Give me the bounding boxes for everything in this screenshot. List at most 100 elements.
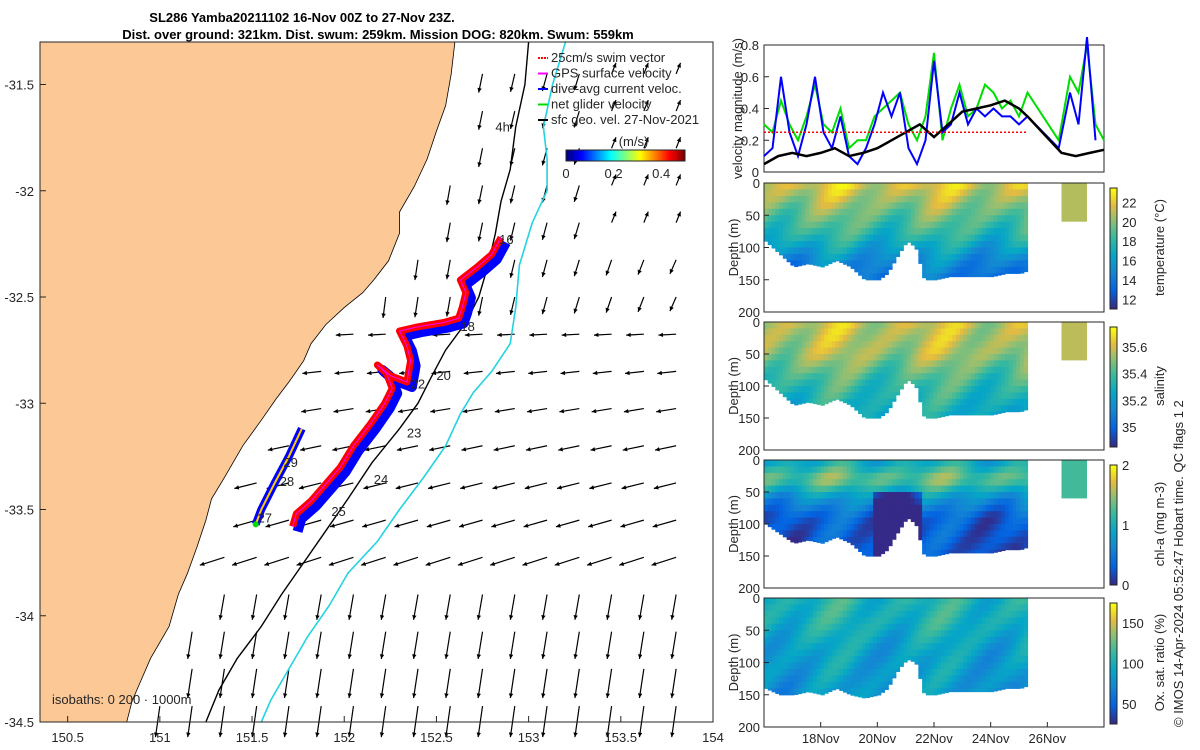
section-cell: [986, 386, 991, 393]
section-cell: [794, 360, 799, 368]
section-cell: [790, 241, 795, 249]
section-cell: [858, 247, 863, 255]
section-cell: [895, 610, 901, 618]
section-cell: [955, 347, 961, 355]
section-cell: [899, 360, 904, 368]
section-cell: [809, 604, 814, 612]
geo-arrow-head: [477, 310, 482, 316]
section-cell: [940, 347, 946, 355]
section-cell: [861, 623, 867, 631]
section-cell: [937, 328, 942, 336]
colorbar-cell: [637, 150, 640, 161]
section-cell: [940, 460, 946, 467]
section-cell: [805, 472, 810, 480]
section-cell: [812, 649, 818, 657]
section-cell: [786, 366, 791, 374]
section-cell: [937, 273, 942, 280]
section-cell: [827, 202, 833, 210]
section-cell: [910, 379, 916, 385]
section-cell: [937, 266, 942, 274]
section-cell: [820, 675, 825, 683]
section-cell: [925, 498, 931, 506]
section-cell: [1008, 662, 1014, 670]
section-cell: [767, 183, 773, 191]
section-cell: [937, 347, 942, 355]
section-cell: [967, 183, 972, 191]
section-cell: [812, 379, 818, 387]
section-cell: [805, 379, 810, 387]
section-cell: [850, 347, 855, 355]
section-colorbar-cell: [1110, 657, 1117, 661]
section-cell: [1016, 405, 1021, 413]
section-cell: [933, 688, 938, 696]
section-cell: [918, 202, 923, 210]
section-colorbar-cell: [1110, 573, 1117, 577]
section-cell: [963, 386, 968, 393]
section-cell: [989, 234, 995, 242]
section-cell: [937, 398, 942, 406]
section-cell: [940, 354, 946, 361]
section-cell: [918, 649, 923, 657]
section-cell: [1001, 266, 1006, 274]
section-cell: [944, 195, 950, 203]
section-cell: [899, 636, 904, 644]
section-cell: [1001, 347, 1006, 355]
section-cell: [816, 511, 822, 519]
section-xtick-label: 18Nov: [802, 731, 840, 746]
map-lat-tick-label: -33: [15, 396, 34, 411]
section-colorbar-cell: [1110, 402, 1117, 406]
section-cell: [873, 260, 878, 268]
section-cell: [869, 405, 874, 413]
section-cell: [790, 341, 795, 349]
section-cell: [1004, 643, 1010, 651]
section-cell: [812, 392, 818, 400]
section-cell: [1008, 543, 1014, 551]
section-xtick-label: 24Nov: [972, 731, 1010, 746]
section-cell: [971, 241, 976, 249]
section-cell: [767, 241, 773, 246]
section-cell: [959, 260, 965, 268]
section-cell: [978, 392, 983, 400]
geo-arrow-head: [153, 732, 159, 738]
section-cell: [925, 543, 931, 551]
section-cell: [850, 183, 855, 191]
section-cell: [955, 334, 961, 342]
section-cell: [809, 681, 814, 689]
section-cell: [978, 354, 983, 361]
section-cell: [1004, 392, 1010, 400]
section-cell: [873, 511, 878, 519]
section-cell: [907, 498, 912, 506]
colorbar-cell: [595, 150, 599, 161]
section-cell: [782, 466, 788, 474]
section-cell: [786, 202, 791, 210]
section-cell: [854, 241, 859, 249]
section-cell: [895, 511, 901, 519]
section-cell: [782, 662, 788, 670]
section-cell: [952, 373, 957, 381]
section-cell: [779, 386, 784, 393]
section-cell: [989, 479, 995, 487]
section-cell: [914, 623, 919, 631]
section-colorbar-cell: [1110, 534, 1117, 538]
section-cell: [794, 511, 799, 519]
section-cell: [997, 183, 1002, 191]
section-cell: [993, 405, 998, 413]
geo-arrow-head: [638, 614, 643, 620]
section-cell: [794, 398, 799, 406]
section-cell: [1012, 379, 1017, 387]
section-cell: [963, 260, 968, 268]
section-cell: [858, 392, 863, 400]
section-cell: [1023, 610, 1029, 618]
section-cell: [940, 466, 946, 474]
section-cell: [846, 511, 852, 519]
section-cell: [982, 379, 987, 387]
section-cell: [997, 517, 1002, 525]
section-cell: [955, 379, 961, 387]
section-cell: [963, 347, 968, 355]
section-cell: [790, 202, 795, 210]
section-cell: [775, 466, 780, 474]
section-cell: [820, 604, 825, 612]
section-cell: [922, 221, 927, 229]
section-cell: [1012, 636, 1017, 644]
section-cell: [948, 189, 953, 197]
